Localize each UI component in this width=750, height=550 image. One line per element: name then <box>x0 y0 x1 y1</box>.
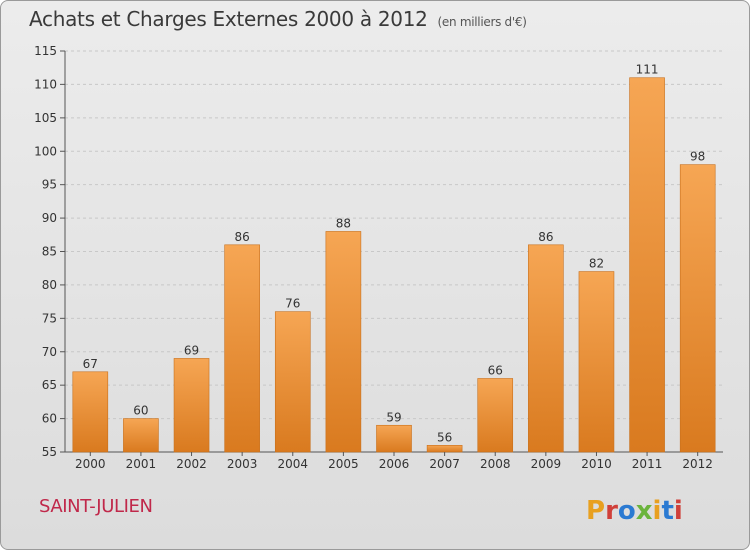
x-tick-label: 2012 <box>682 457 713 471</box>
y-tick-label: 110 <box>34 77 57 91</box>
x-tick-label: 2004 <box>277 457 308 471</box>
y-tick-label: 115 <box>34 44 57 58</box>
x-tick-label: 2000 <box>75 457 106 471</box>
bar-value-label: 76 <box>285 297 300 311</box>
x-tick-label: 2008 <box>480 457 511 471</box>
grid-lines <box>65 50 723 453</box>
y-tick-label: 65 <box>42 378 57 392</box>
y-tick-label: 55 <box>42 445 57 459</box>
x-tick-label: 2011 <box>632 457 663 471</box>
y-tick-label: 80 <box>42 278 57 292</box>
bar <box>528 244 564 453</box>
bar <box>325 231 362 453</box>
bar <box>679 164 716 453</box>
x-tick-label: 2009 <box>531 457 562 471</box>
bar-value-label: 82 <box>589 257 604 271</box>
bar <box>426 445 463 453</box>
bar-value-label: 86 <box>538 230 553 244</box>
bar-value-label: 88 <box>336 216 351 230</box>
y-tick-label: 75 <box>42 311 57 325</box>
bar-value-label: 98 <box>690 150 705 164</box>
bar-value-label: 59 <box>386 410 401 424</box>
bar <box>123 418 159 453</box>
x-tick-label: 2006 <box>379 457 410 471</box>
bar <box>376 424 412 453</box>
y-tick-label: 105 <box>34 111 57 125</box>
bar-value-label: 111 <box>636 63 659 77</box>
x-tick-label: 2010 <box>581 457 612 471</box>
bar <box>72 371 109 453</box>
bar <box>274 311 311 453</box>
x-tick-label: 2007 <box>429 457 460 471</box>
bar-value-label: 67 <box>83 357 98 371</box>
bar <box>477 378 514 453</box>
bar <box>224 244 260 453</box>
x-axis-labels: 2000 2001 2002 2003 2004 2005 2006 2007 2008 2009… <box>75 452 713 471</box>
bar <box>173 358 210 453</box>
y-tick-label: 85 <box>42 245 57 259</box>
y-tick-label: 95 <box>42 178 57 192</box>
x-tick-label: 2003 <box>227 457 258 471</box>
chart-unit: (en milliers d'€) <box>437 15 527 29</box>
chart-title: Achats et Charges Externes 2000 à 2012 (e… <box>29 7 527 31</box>
bar <box>629 77 665 453</box>
commune-name: SAINT-JULIEN <box>39 496 153 517</box>
bar-value-label: 66 <box>488 363 503 377</box>
bar-value-label: 60 <box>133 404 148 418</box>
y-tick-label: 100 <box>34 144 57 158</box>
proxiti-logo: Proxiti <box>586 496 683 526</box>
bar-value-label: 69 <box>184 343 199 357</box>
bars: 67 60 69 86 76 88 59 56 66 86 82 111 98 <box>72 63 716 453</box>
chart-title-text: Achats et Charges Externes 2000 à 2012 <box>29 7 428 31</box>
x-tick-label: 2005 <box>328 457 359 471</box>
bar-value-label: 86 <box>235 230 250 244</box>
x-tick-label: 2001 <box>126 457 157 471</box>
y-tick-label: 60 <box>42 412 57 426</box>
x-tick-label: 2002 <box>176 457 207 471</box>
y-tick-label: 90 <box>42 211 57 225</box>
proxiti-logo-text: Proxiti <box>586 496 683 526</box>
bar-value-label: 56 <box>437 430 452 444</box>
y-tick-label: 70 <box>42 345 57 359</box>
bar <box>578 271 615 453</box>
